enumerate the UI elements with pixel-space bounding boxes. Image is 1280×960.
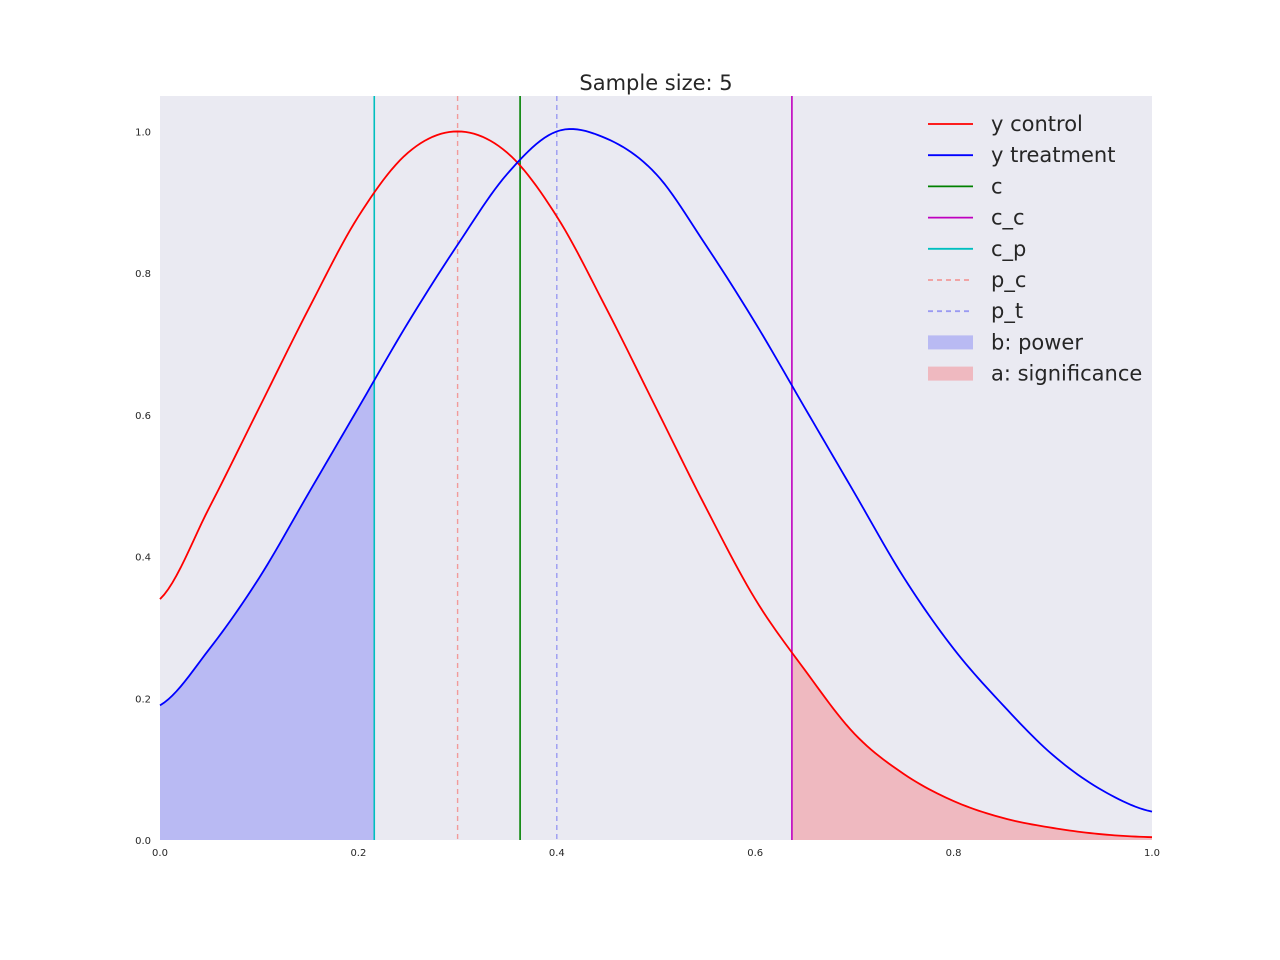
legend-item-y-treatment: y treatment [928,143,1115,167]
filled-areas [160,380,1152,840]
legend-label: b: power [991,330,1083,354]
x-tick-label: 0.4 [549,848,565,859]
legend-label: c_c [991,206,1025,231]
curve-y-control [159,130,1153,839]
y-tick-label: 0.2 [135,694,151,705]
x-tick-label: 0.8 [946,848,962,859]
legend-item-y-control: y control [928,112,1083,136]
x-tick-label: 1.0 [1144,848,1160,859]
legend-item-a-significance: a: significance [928,362,1142,386]
x-tick-label: 0.0 [152,848,168,859]
legend: y control y treatment c c_c c_p p_c p_t b: powe… [928,112,1142,386]
x-tick-label: 0.2 [350,848,366,859]
legend-label: c [991,174,1003,198]
legend-item-p-t: p_t [928,299,1023,324]
legend-item-c-p: c_p [928,237,1026,262]
y-tick-label: 0.8 [135,269,151,280]
vertical-lines [373,96,793,840]
y-tick-label: 1.0 [135,127,151,138]
y-tick-label: 0.4 [135,553,151,564]
curves [159,128,1153,839]
fill-a-significance [791,652,1152,840]
y-tick-label: 0.0 [135,836,151,847]
legend-label: y treatment [991,143,1115,167]
legend-label: c_p [991,237,1026,262]
legend-label: p_t [991,299,1023,324]
legend-item-c: c [928,174,1003,198]
legend-item-c-c: c_c [928,206,1025,231]
legend-item-p-c: p_c [928,268,1026,293]
x-axis-ticks: 0.0 0.2 0.4 0.6 0.8 1.0 [152,848,1160,859]
legend-swatch [928,366,973,381]
fill-b-power [160,380,375,840]
curve-y-treatment [159,128,1153,813]
legend-label: a: significance [991,362,1142,386]
legend-swatch [928,335,973,350]
y-tick-label: 0.6 [135,411,151,422]
chart-title: Sample size: 5 [579,71,732,95]
legend-label: p_c [991,268,1026,293]
y-axis-ticks: 0.0 0.2 0.4 0.6 0.8 1.0 [135,127,151,847]
legend-label: y control [991,112,1083,136]
x-tick-label: 0.6 [747,848,763,859]
legend-item-b-power: b: power [928,330,1083,354]
